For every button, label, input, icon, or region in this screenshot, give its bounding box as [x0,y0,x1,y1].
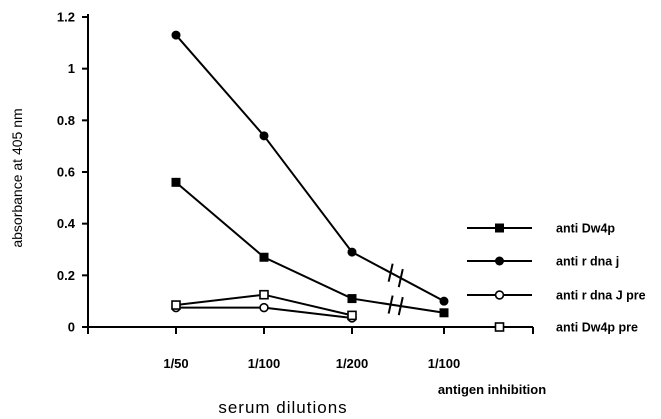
series-group [171,30,449,323]
data-point [439,296,449,306]
break-mark [387,295,394,314]
y-tick-label: 0.8 [57,113,75,128]
y-ticks: 0 0.2 0.4 0.6 0.8 1 1.2 [57,10,88,335]
legend-label: anti Dw4p pre [556,321,638,335]
axis-break-marks [387,263,404,316]
series-2 [171,302,357,323]
x-axis-title: serum dilutions [218,398,347,417]
series-line [175,181,445,314]
legend: anti Dw4p anti r dna j anti r dna J pre ant… [467,222,646,335]
legend-item: anti Dw4p [467,222,615,236]
legend-label: anti Dw4p [556,222,615,236]
data-point [171,300,181,310]
data-point [347,310,357,321]
legend-marker [495,223,504,233]
x-tick-label: 1/100 [428,356,461,371]
data-point [347,247,357,257]
y-tick-label: 0.6 [57,165,75,180]
y-axis-title: absorbance at 405 nm [9,108,25,247]
data-point [171,30,181,40]
data-point [439,308,449,318]
data-point [259,131,269,141]
data-point [347,294,357,304]
legend-item: anti Dw4p pre [467,321,638,335]
legend-marker [495,256,504,266]
y-tick-label: 0.4 [57,216,76,231]
y-tick-label: 1 [68,61,75,76]
data-point [171,177,181,187]
y-tick-label: 0.2 [57,268,75,283]
y-tick-label: 1.2 [57,10,75,25]
y-tick-label: 0 [68,320,75,335]
legend-marker [494,322,505,332]
legend-label: anti r dna J pre [556,289,646,303]
legend-label: anti r dna j [556,255,619,269]
x-tick-label: 1/50 [163,356,188,371]
series-line [175,34,445,303]
x-ticks: 1/50 1/100 1/200 1/100 antigen inhibition [87,327,546,397]
data-point [259,252,269,262]
x-tick-label: 1/100 [248,356,281,371]
legend-item: anti r dna J pre [467,289,646,303]
x-tick-label: 1/200 [336,356,369,371]
data-point [259,302,269,313]
series-1 [171,30,449,306]
series-3 [171,289,357,321]
legend-marker [494,290,505,300]
break-mark [397,296,404,316]
x-tick-sublabel: antigen inhibition [438,382,546,397]
series-0 [171,177,449,318]
data-point [259,289,269,300]
legend-item: anti r dna j [467,255,619,269]
break-mark [387,263,394,282]
break-mark [397,268,404,288]
